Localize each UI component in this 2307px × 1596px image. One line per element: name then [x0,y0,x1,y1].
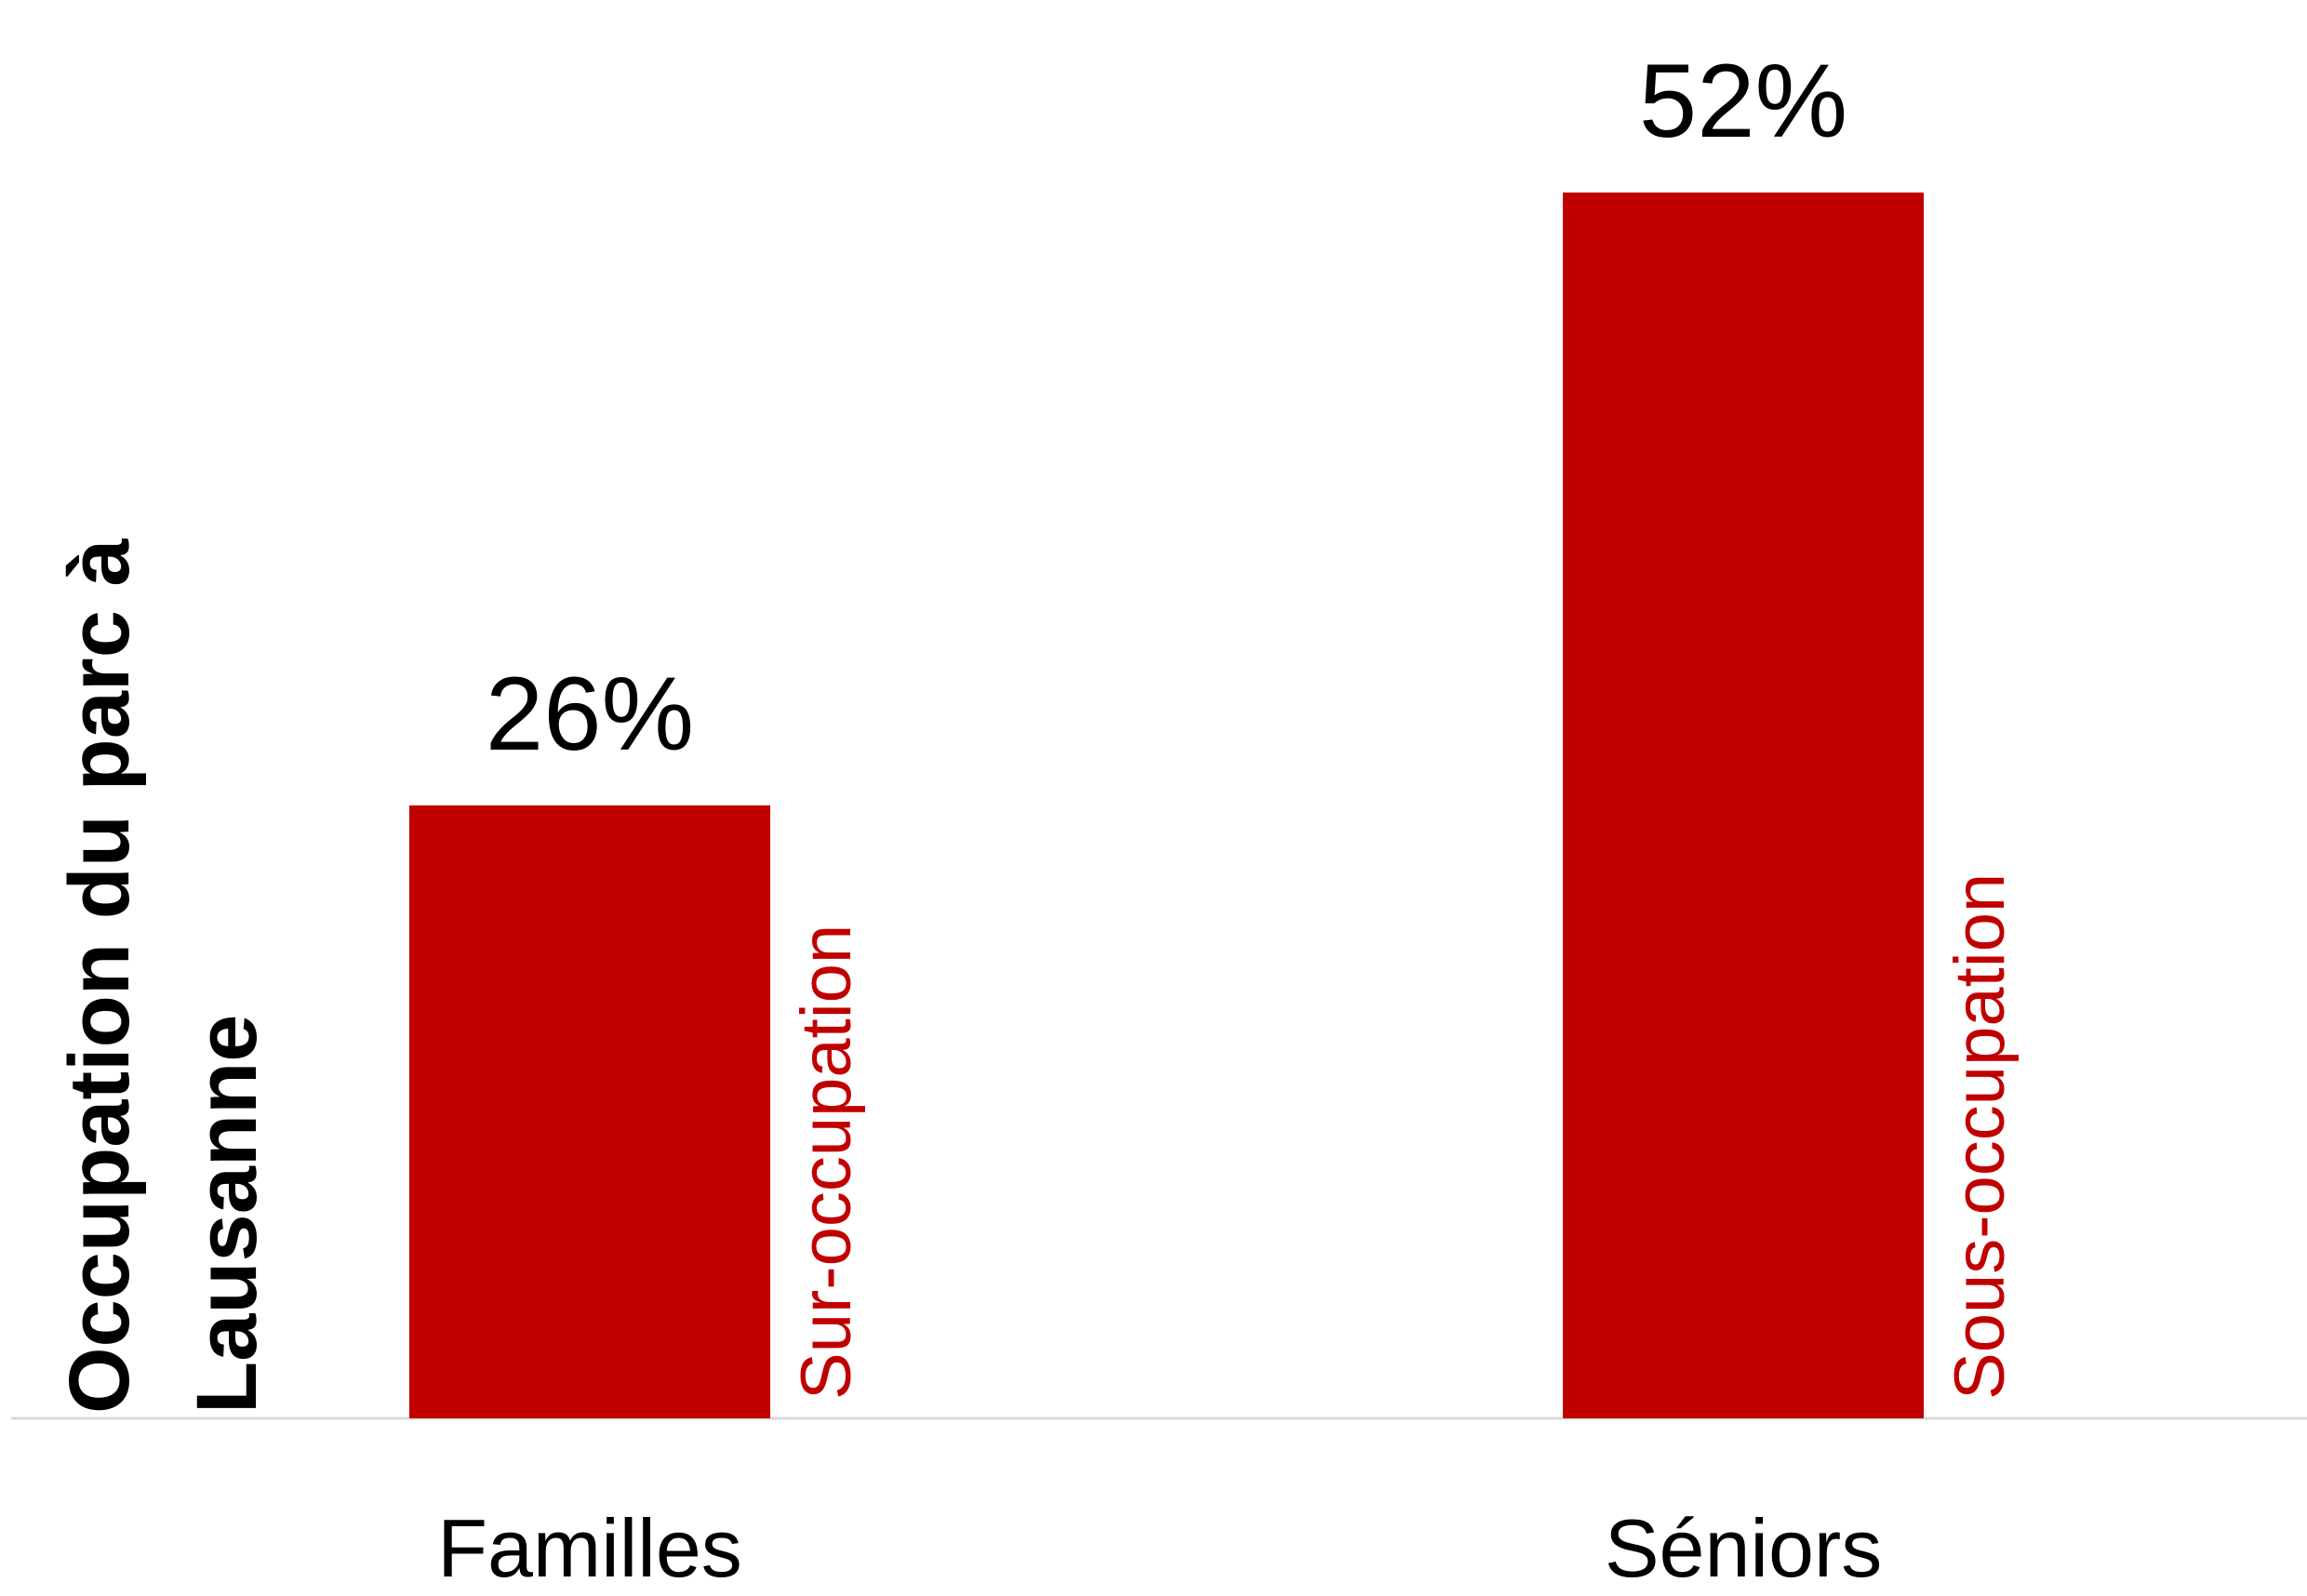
bars-group [409,193,1924,1418]
y-axis-label-group: Occupation du parc à Lausanne [52,539,274,1414]
value-label-0: 26% [486,656,694,772]
bar-0 [409,805,770,1418]
labels-group: 26% Familles Sur-occupation 52% Séniors Sous-… [437,43,2020,1594]
bar-annotation-0: Sur-occupation [787,924,866,1400]
category-label-0: Familles [437,1502,742,1591]
category-label-1: Séniors [1605,1502,1882,1591]
y-axis-label-line-2: Lausanne [180,1015,274,1414]
value-label-1: 52% [1639,43,1847,159]
y-axis-label-line-1: Occupation du parc à [52,539,147,1414]
bar-1 [1563,193,1924,1418]
bar-annotation-1: Sous-occupation [1940,873,2020,1400]
